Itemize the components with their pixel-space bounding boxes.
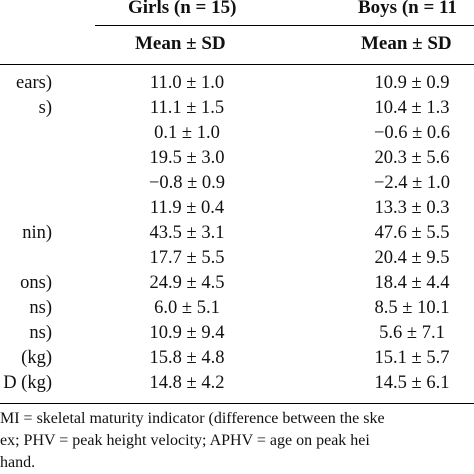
boys-value: 10.4 ± 1.3 bbox=[374, 98, 450, 118]
boys-value: −2.4 ± 1.0 bbox=[373, 173, 451, 193]
boys-value: 47.6 ± 5.5 bbox=[374, 223, 450, 243]
boys-value: 13.3 ± 0.3 bbox=[374, 198, 450, 218]
row-label: D (kg) bbox=[3, 373, 52, 393]
boys-value: 20.4 ± 9.5 bbox=[374, 248, 450, 268]
boys-value: 5.6 ± 7.1 bbox=[379, 323, 445, 343]
row-label: ns) bbox=[29, 298, 52, 318]
boys-value: 10.9 ± 0.9 bbox=[374, 73, 450, 93]
table-row: 19.5 ± 3.0 20.3 ± 5.6 bbox=[0, 146, 474, 170]
boys-value: 18.4 ± 4.4 bbox=[374, 273, 450, 293]
bottom-rule bbox=[0, 403, 474, 404]
girls-value: 19.5 ± 3.0 bbox=[149, 148, 225, 168]
row-label: (kg) bbox=[21, 348, 52, 368]
footnote-line: hand. bbox=[0, 454, 36, 471]
table-row: ons) 24.9 ± 4.5 18.4 ± 4.4 bbox=[0, 271, 474, 295]
boys-value: 20.3 ± 5.6 bbox=[374, 148, 450, 168]
girls-value: 6.0 ± 5.1 bbox=[154, 298, 220, 318]
header-rule bbox=[95, 25, 474, 26]
girls-value: 11.1 ± 1.5 bbox=[149, 98, 225, 118]
girls-value: 11.9 ± 0.4 bbox=[149, 198, 225, 218]
footnote-line: MI = skeletal maturity indicator (differ… bbox=[0, 410, 385, 427]
girls-value: 10.9 ± 9.4 bbox=[149, 323, 225, 343]
header-boys: Boys (n = 11 bbox=[358, 0, 457, 18]
girls-value: 14.8 ± 4.2 bbox=[149, 373, 225, 393]
girls-value: 15.8 ± 4.8 bbox=[149, 348, 225, 368]
table-row: nin) 43.5 ± 3.1 47.6 ± 5.5 bbox=[0, 221, 474, 245]
boys-value: 15.1 ± 5.7 bbox=[374, 348, 450, 368]
girls-value: 17.7 ± 5.5 bbox=[149, 248, 225, 268]
boys-value: 8.5 ± 10.1 bbox=[374, 298, 450, 318]
table-row: 0.1 ± 1.0 −0.6 ± 0.6 bbox=[0, 121, 474, 145]
row-label: ons) bbox=[20, 273, 52, 293]
girls-value: 43.5 ± 3.1 bbox=[149, 223, 225, 243]
table-row: D (kg) 14.8 ± 4.2 14.5 ± 6.1 bbox=[0, 371, 474, 395]
table-row: ns) 6.0 ± 5.1 8.5 ± 10.1 bbox=[0, 296, 474, 320]
girls-value: 0.1 ± 1.0 bbox=[154, 123, 220, 143]
row-label: s) bbox=[38, 98, 52, 118]
table-row: −0.8 ± 0.9 −2.4 ± 1.0 bbox=[0, 171, 474, 195]
girls-value: 11.0 ± 1.0 bbox=[149, 73, 225, 93]
subheader-girls-stat: Mean ± SD bbox=[135, 33, 226, 54]
table-row: (kg) 15.8 ± 4.8 15.1 ± 5.7 bbox=[0, 346, 474, 370]
table-row: 11.9 ± 0.4 13.3 ± 0.3 bbox=[0, 196, 474, 220]
subheader-boys-stat: Mean ± SD bbox=[361, 33, 452, 54]
row-label: ears) bbox=[16, 73, 52, 93]
table-row: s) 11.1 ± 1.5 10.4 ± 1.3 bbox=[0, 96, 474, 120]
girls-value: −0.8 ± 0.9 bbox=[148, 173, 226, 193]
girls-value: 24.9 ± 4.5 bbox=[149, 273, 225, 293]
header-girls: Girls (n = 15) bbox=[128, 0, 237, 18]
boys-value: 14.5 ± 6.1 bbox=[374, 373, 450, 393]
table-row: ears) 11.0 ± 1.0 10.9 ± 0.9 bbox=[0, 71, 474, 95]
table-row: 17.7 ± 5.5 20.4 ± 9.5 bbox=[0, 246, 474, 270]
row-label: ns) bbox=[29, 323, 52, 343]
row-label: nin) bbox=[22, 223, 52, 243]
boys-value: −0.6 ± 0.6 bbox=[373, 123, 451, 143]
table-row: ns) 10.9 ± 9.4 5.6 ± 7.1 bbox=[0, 321, 474, 345]
footnote-line: ex; PHV = peak height velocity; APHV = a… bbox=[0, 432, 370, 449]
top-body-rule bbox=[0, 64, 474, 65]
